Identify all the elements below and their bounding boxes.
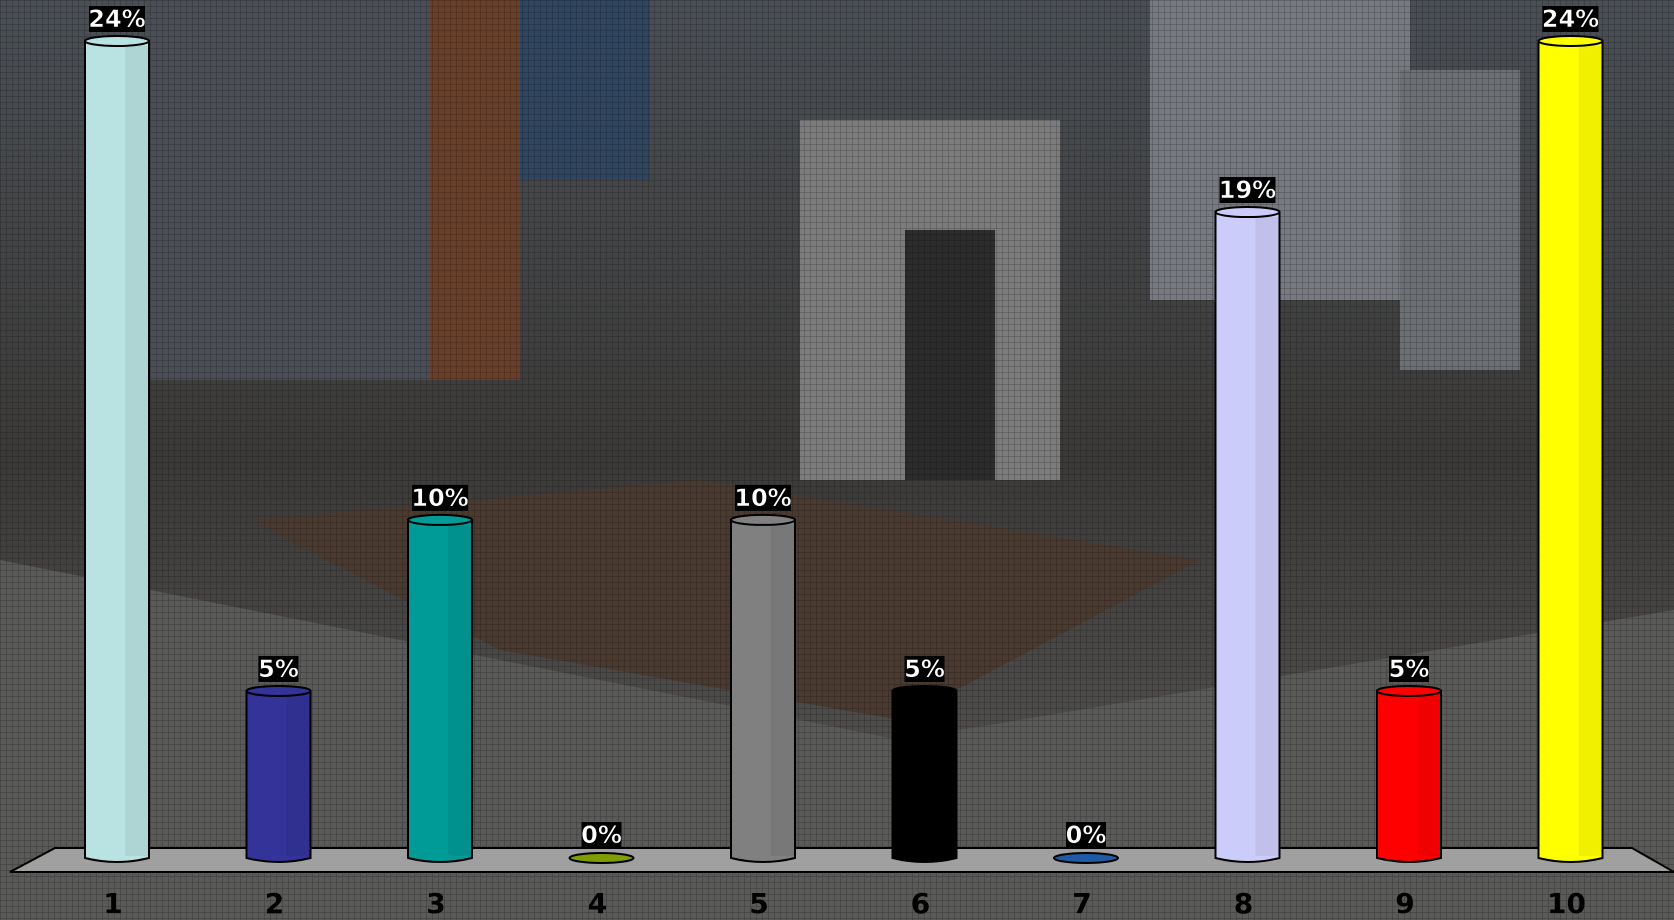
bar-top xyxy=(407,513,473,526)
x-tick-label: 5 xyxy=(749,887,768,920)
bar xyxy=(245,689,312,863)
value-label: 24% xyxy=(88,5,145,33)
x-tick-label: 7 xyxy=(1072,887,1091,920)
x-tick-label: 2 xyxy=(265,887,284,920)
bar xyxy=(568,852,635,864)
value-label-bg xyxy=(258,655,299,682)
bar xyxy=(1376,689,1442,863)
x-tick-label: 8 xyxy=(1234,887,1253,920)
bar-shade xyxy=(932,695,956,856)
bar xyxy=(1214,211,1281,863)
bar-shade xyxy=(448,524,471,856)
bar-top xyxy=(245,684,312,697)
bar xyxy=(730,518,796,863)
value-label: 5% xyxy=(1389,655,1430,683)
bar-shade xyxy=(286,695,310,856)
x-tick-label: 3 xyxy=(426,887,445,920)
value-label-bg xyxy=(89,6,145,32)
bar xyxy=(1537,40,1604,863)
value-label-bg xyxy=(735,484,791,511)
bar xyxy=(1053,852,1119,864)
value-label: 24% xyxy=(1542,5,1599,33)
value-label-bg xyxy=(1219,177,1276,204)
x-tick-label: 10 xyxy=(1547,887,1586,920)
bar-shade xyxy=(1578,46,1602,856)
bar-shade xyxy=(1417,695,1440,856)
value-label: 5% xyxy=(904,655,945,683)
plot: 24% 1 5% 2 10% 3 0% 4 10% 5 5% 6 0% 7 19% 8 5% 9 24% 10 xyxy=(84,5,1604,920)
bar xyxy=(891,689,958,863)
value-label-bg xyxy=(412,484,468,511)
bar-top xyxy=(891,684,958,697)
x-tick-label: 6 xyxy=(911,887,930,920)
bar xyxy=(84,40,150,863)
value-label: 5% xyxy=(258,655,299,683)
value-label: 0% xyxy=(1066,821,1107,849)
value-label-bg xyxy=(904,655,945,682)
value-label: 10% xyxy=(411,484,468,512)
bar-top xyxy=(1376,684,1442,697)
value-label-bg xyxy=(581,822,622,848)
value-label-bg xyxy=(1542,6,1599,32)
value-label-bg xyxy=(1389,655,1429,682)
value-label: 19% xyxy=(1219,176,1276,204)
value-label-bg xyxy=(1066,822,1106,848)
bar-top xyxy=(730,513,796,526)
bar-shade xyxy=(1255,217,1279,856)
value-label: 10% xyxy=(734,484,791,512)
bar-top xyxy=(1537,35,1604,47)
x-tick-label: 1 xyxy=(103,887,122,920)
x-tick-label: 4 xyxy=(588,887,607,920)
bar-shade xyxy=(125,46,148,856)
bar-top xyxy=(84,35,150,47)
value-label: 0% xyxy=(581,821,622,849)
x-tick-label: 9 xyxy=(1395,887,1414,920)
bar-shade xyxy=(771,524,794,856)
bar-top xyxy=(1214,206,1281,219)
bar xyxy=(407,518,473,863)
